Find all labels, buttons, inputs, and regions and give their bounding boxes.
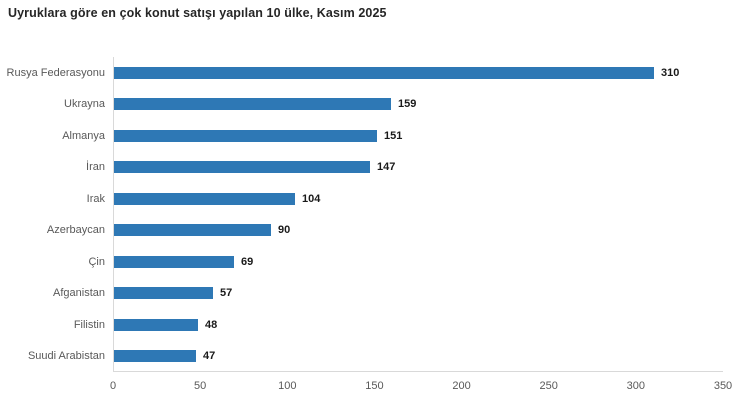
category-label: Ukrayna: [64, 98, 105, 111]
chart-title: Uyruklara göre en çok konut satışı yapıl…: [8, 6, 387, 20]
value-label: 104: [302, 192, 321, 205]
bar: [114, 66, 654, 79]
value-label: 47: [203, 350, 216, 363]
category-label: Suudi Arabistan: [27, 350, 105, 363]
x-tick-label: 300: [626, 380, 646, 392]
x-tick-label: 250: [539, 380, 558, 392]
value-label: 151: [384, 129, 403, 142]
x-tick-label: 150: [365, 380, 384, 392]
category-label: İran: [86, 161, 105, 174]
category-label: Filistin: [73, 318, 105, 331]
x-tick-label: 50: [194, 380, 207, 392]
value-label: 159: [398, 98, 417, 111]
bar: [114, 161, 370, 174]
value-label: 48: [205, 318, 218, 331]
category-label: Irak: [86, 192, 105, 205]
bar: [114, 224, 271, 237]
bar: [114, 287, 213, 300]
bar: [114, 255, 234, 268]
plot-area: [113, 57, 723, 372]
x-tick-label: 0: [109, 380, 117, 392]
bar: [114, 129, 377, 142]
category-label: Afganistan: [53, 287, 105, 300]
x-tick-label: 100: [278, 380, 297, 392]
x-tick-label: 200: [452, 380, 471, 392]
x-tick-label: 350: [713, 380, 733, 392]
value-label: 57: [220, 287, 233, 300]
category-label: Almanya: [62, 129, 105, 142]
category-label: Azerbaycan: [46, 224, 105, 237]
bar: [114, 98, 391, 111]
bar: [114, 318, 198, 331]
value-label: 69: [241, 255, 254, 268]
bar: [114, 350, 196, 363]
value-label: 90: [278, 224, 291, 237]
category-label: Rusya Federasyonu: [6, 66, 105, 79]
value-label: 147: [377, 161, 396, 174]
bar: [114, 192, 295, 205]
value-label: 310: [661, 66, 680, 79]
category-label: Çin: [88, 255, 105, 268]
